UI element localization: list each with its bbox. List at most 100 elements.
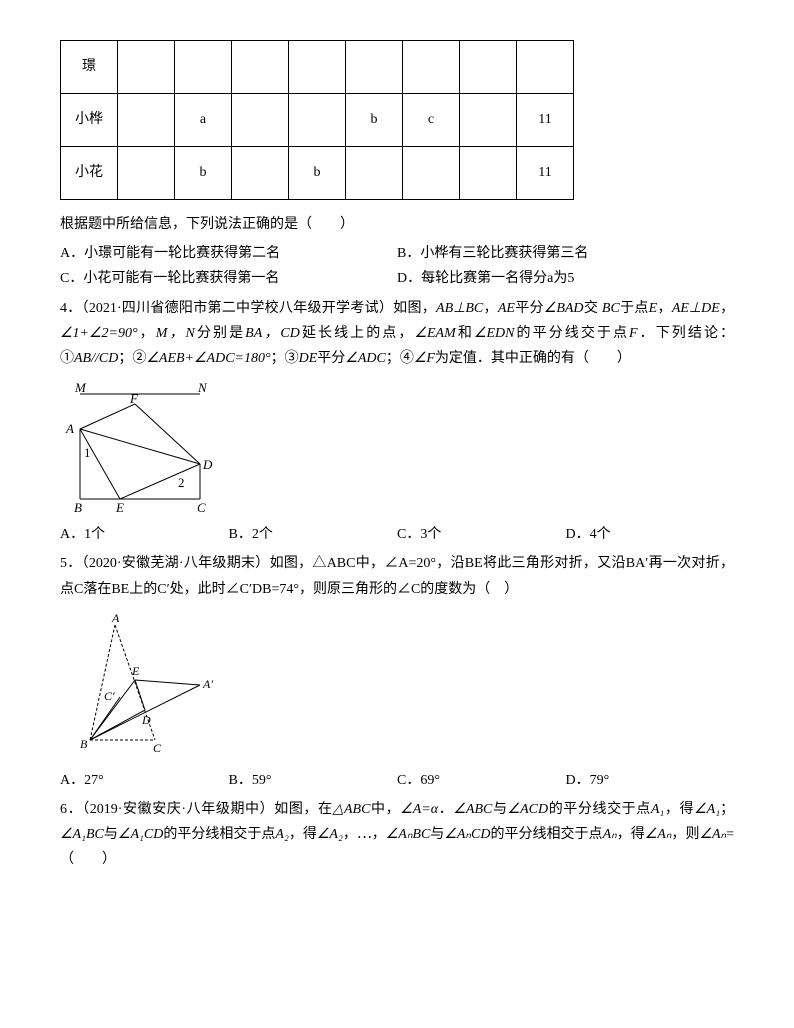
label-c: C: [153, 741, 162, 755]
option-c: C．3个: [397, 522, 566, 547]
expr: AE⊥DE: [672, 301, 720, 316]
expr: ∠AEB+∠ADC=180°: [146, 351, 270, 366]
text: 的平分线相交于点: [163, 827, 275, 842]
label-a: A: [111, 611, 120, 625]
label-m: M: [74, 380, 87, 395]
label-e: E: [115, 500, 124, 514]
expr: E: [649, 301, 658, 316]
label-ang1: 1: [84, 445, 91, 460]
text: 分别是: [195, 326, 245, 341]
q5-stem: 5．（2020·安徽芜湖·八年级期末）如图，△ABC中，∠A=20°，沿BE将此…: [60, 551, 734, 601]
expr: ∠A₁: [694, 802, 720, 817]
label-a: A: [65, 421, 74, 436]
option-c: C．小花可能有一轮比赛获得第一名: [60, 266, 397, 291]
cell: [403, 147, 460, 200]
expr: AE: [498, 301, 515, 316]
option-a: A．1个: [60, 522, 229, 547]
option-a: A．小璟可能有一轮比赛获得第二名: [60, 241, 397, 266]
option-a: A．27°: [60, 768, 229, 793]
expr: ∠ACD: [508, 802, 549, 817]
label-e: E: [131, 664, 140, 678]
text: 为定值．其中正确的有（ ）: [435, 351, 631, 366]
cell: [175, 41, 232, 94]
label-cp: C′: [104, 689, 115, 703]
cell: [403, 41, 460, 94]
text: ，则: [671, 827, 699, 842]
expr: ∠ADC: [345, 351, 386, 366]
option-d: D．79°: [566, 768, 735, 793]
cell: b: [346, 94, 403, 147]
text: ，得: [617, 827, 645, 842]
text: 与: [430, 827, 444, 842]
q4-options: A．1个 B．2个 C．3个 D．4个: [60, 522, 734, 547]
cell: [232, 94, 289, 147]
label-d: D: [202, 457, 213, 472]
expr: ∠Aₙ: [645, 827, 672, 842]
q4-stem: 4．（2021·四川省德阳市第二中学校八年级开学考试）如图，AB⊥BC，AE平分…: [60, 296, 734, 372]
text: ；: [720, 802, 734, 817]
q6-stem: 6．（2019·安徽安庆·八年级期中）如图，在△ABC中，∠A=α．∠ABC与∠…: [60, 797, 734, 873]
text: ；②: [118, 351, 146, 366]
text: 平分: [317, 351, 345, 366]
expr: ∠EDN: [474, 326, 515, 341]
expr: ∠F: [414, 351, 435, 366]
expr: M，N: [156, 326, 195, 341]
text: ．: [438, 802, 453, 817]
cell: [118, 94, 175, 147]
table-row: 小花 b b 11: [61, 147, 574, 200]
cell: [346, 41, 403, 94]
label-b: B: [80, 737, 88, 751]
expr: ∠AₙCD: [444, 827, 490, 842]
text: 6．（2019·安徽安庆·八年级期中）如图，在: [60, 802, 333, 817]
table-row: 小桦 a b c 11: [61, 94, 574, 147]
expr: DE: [299, 351, 318, 366]
text: 的平分线交于点: [548, 802, 651, 817]
text: 的平分线交于点: [514, 326, 629, 341]
expr: ∠A₁BC: [60, 827, 104, 842]
text: 中，: [370, 802, 400, 817]
label-c: C: [197, 500, 206, 514]
expr: ∠ABC: [453, 802, 492, 817]
cell: [289, 41, 346, 94]
cell: a: [175, 94, 232, 147]
expr: A₂: [275, 827, 288, 842]
option-d: D．每轮比赛第一名得分a为5: [397, 266, 734, 291]
text: 于点: [620, 301, 649, 316]
table-row: 璟: [61, 41, 574, 94]
text: ，⋯，: [343, 827, 386, 842]
q4-figure: M N A F D B E C 1 2: [60, 379, 230, 514]
cell: [232, 147, 289, 200]
cell: b: [289, 147, 346, 200]
label-ang2: 2: [178, 475, 185, 490]
row-label: 小桦: [61, 94, 118, 147]
option-b: B．2个: [229, 522, 398, 547]
expr: BA，CD: [245, 326, 300, 341]
expr: A₁: [651, 802, 664, 817]
text: ；③: [271, 351, 299, 366]
expr: ∠EAM: [414, 326, 455, 341]
text: 的平分线相交于点: [490, 827, 602, 842]
text: 交: [584, 301, 599, 316]
cell: [346, 147, 403, 200]
q5-options: A．27° B．59° C．69° D．79°: [60, 768, 734, 793]
expr: ∠1+∠2=90°: [60, 326, 138, 341]
cell: c: [403, 94, 460, 147]
text: ，得: [289, 827, 317, 842]
cell: [460, 147, 517, 200]
row-label: 璟: [61, 41, 118, 94]
label-d: D: [141, 713, 151, 727]
label-ap: A′: [202, 677, 213, 691]
text: ；④: [386, 351, 414, 366]
expr: ∠Aₙ: [699, 827, 726, 842]
label-f: F: [129, 391, 139, 406]
cell: [232, 41, 289, 94]
label-n: N: [197, 380, 208, 395]
option-c: C．69°: [397, 768, 566, 793]
cell: [118, 41, 175, 94]
expr: △ABC: [333, 802, 371, 817]
text: 平分: [515, 301, 544, 316]
text: 与: [104, 827, 118, 842]
expr: AB//CD: [74, 351, 118, 366]
option-d: D．4个: [566, 522, 735, 547]
text: 和: [456, 326, 474, 341]
